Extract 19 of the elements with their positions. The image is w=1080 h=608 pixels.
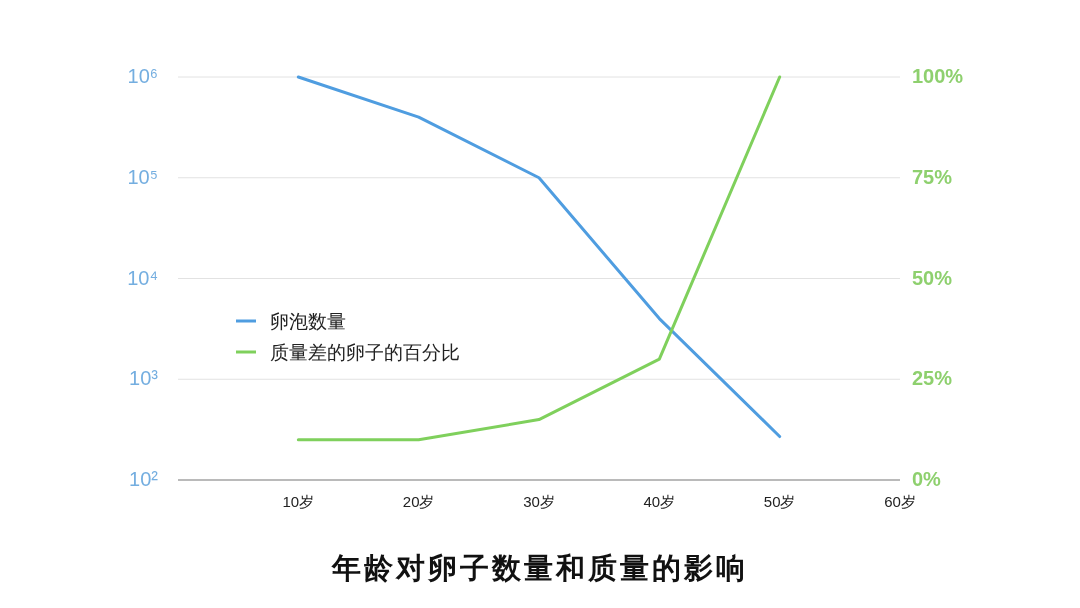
x-tick: 10岁 xyxy=(282,493,315,510)
x-tick: 20岁 xyxy=(402,493,435,510)
y-tick: 10⁶ xyxy=(127,65,158,87)
y2-tick: 75% xyxy=(912,165,953,188)
x-tick: 30岁 xyxy=(523,493,555,510)
y2-tick: 100% xyxy=(912,65,964,87)
y-tick: 10² xyxy=(129,468,158,490)
legend-label: 质量差的卵子的百分比 xyxy=(270,342,460,363)
x-tick: 40岁 xyxy=(643,493,676,510)
y2-tick: 0% xyxy=(912,468,941,490)
y2-tick: 50% xyxy=(912,266,953,289)
y-tick: 10⁴ xyxy=(127,266,158,289)
y-tick: 10⁵ xyxy=(127,165,158,188)
x-tick: 60岁 xyxy=(884,493,916,510)
legend-label: 卵泡数量 xyxy=(270,311,346,332)
title: 年龄对卵子数量和质量的影响 xyxy=(332,552,748,584)
x-tick: 50岁 xyxy=(763,493,796,510)
y-tick: 10³ xyxy=(129,367,158,390)
y2-tick: 25% xyxy=(912,367,953,390)
